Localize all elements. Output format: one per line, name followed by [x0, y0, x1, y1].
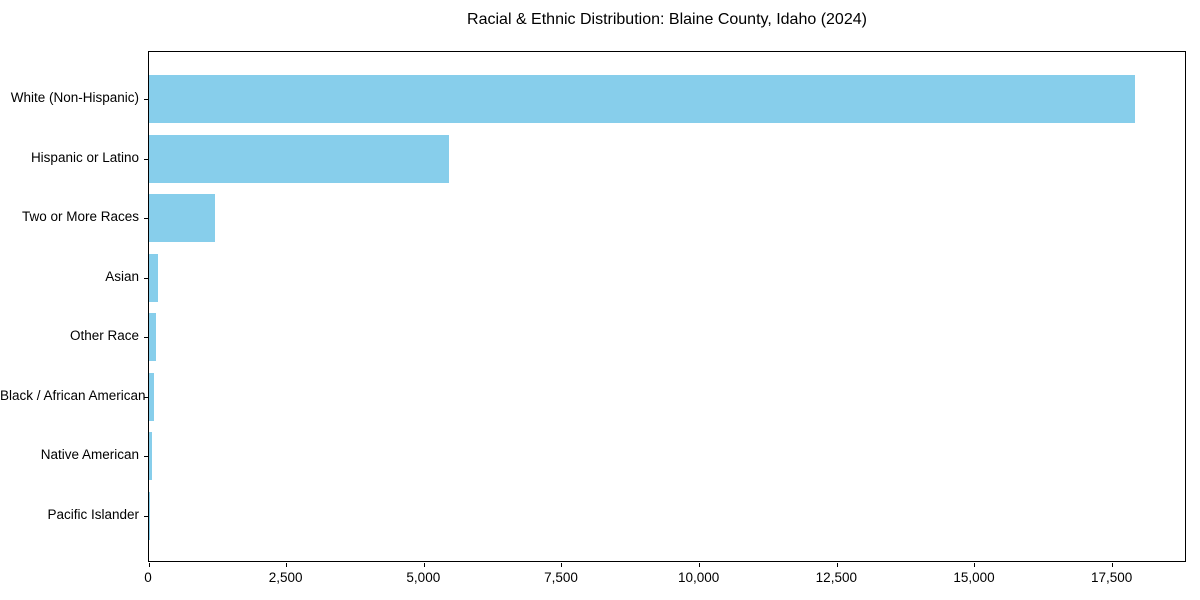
bar [149, 432, 153, 481]
chart-title: Racial & Ethnic Distribution: Blaine Cou… [467, 11, 867, 28]
bar [149, 134, 450, 183]
y-tick-mark [144, 277, 148, 279]
bar [149, 372, 154, 421]
y-tick-mark [144, 516, 148, 518]
x-tick-mark [423, 563, 425, 567]
y-tick-label: Hispanic or Latino [30, 149, 139, 165]
y-tick-mark [144, 158, 148, 160]
y-tick-label: Native American [40, 447, 139, 463]
x-tick-label: 12,500 [815, 570, 857, 585]
bar [149, 194, 216, 243]
y-tick-label: Other Race [69, 328, 139, 344]
bar [149, 313, 157, 362]
plot-area [144, 51, 1186, 567]
x-tick-label: 10,000 [678, 570, 720, 585]
x-tick-label: 2,500 [268, 570, 303, 585]
x-tick-mark [974, 563, 976, 567]
x-tick-mark [561, 563, 563, 567]
x-tick-mark [1112, 563, 1114, 567]
x-tick-label: 17,500 [1091, 570, 1133, 585]
x-tick-mark [149, 563, 150, 567]
y-tick-mark [144, 456, 148, 458]
bar [149, 75, 1135, 124]
x-tick-label: 5,000 [406, 570, 441, 585]
x-tick-mark [836, 563, 838, 567]
bar [149, 253, 159, 302]
y-tick-label: Black / African American [0, 387, 146, 403]
x-tick-mark [286, 563, 288, 567]
y-tick-label: Asian [105, 268, 139, 284]
y-tick-label: Pacific Islander [47, 507, 139, 523]
y-tick-mark [144, 337, 148, 339]
y-tick-mark [144, 99, 148, 101]
y-tick-label: Two or More Races [21, 209, 139, 225]
y-tick-label: White (Non-Hispanic) [10, 90, 139, 106]
y-tick-mark [144, 396, 148, 398]
x-tick-mark [699, 563, 701, 567]
x-tick-label: 0 [144, 570, 152, 585]
y-tick-mark [144, 218, 148, 220]
x-tick-label: 7,500 [544, 570, 578, 585]
x-tick-label: 15,000 [953, 570, 995, 585]
